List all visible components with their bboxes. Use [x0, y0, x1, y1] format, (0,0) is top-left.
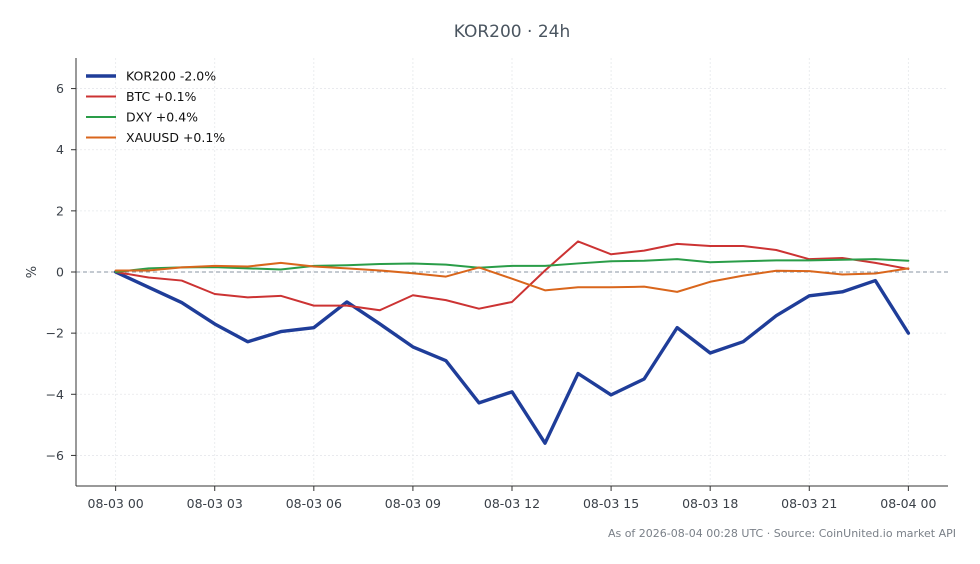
footer-source: As of 2026-08-04 00:28 UTC · Source: Coi…: [608, 527, 956, 540]
series-line-0: [113, 270, 911, 445]
x-axis-ticks: 08-03 00 08-03 03 08-03 06 08-03 09 08-03 12…: [88, 486, 937, 511]
x-tick-label-7: 08-03 21: [781, 496, 837, 511]
x-tick-label-0: 08-03 00: [88, 496, 144, 511]
x-tick-label-2: 08-03 06: [286, 496, 342, 511]
y-tick-label-0: −6: [46, 448, 64, 463]
legend: KOR200 -2.0% BTC +0.1% DXY +0.4% XAUUSD +0.…: [86, 69, 225, 145]
x-tick-label-4: 08-03 12: [484, 496, 540, 511]
series-line-3: [114, 261, 910, 293]
legend-label-2: DXY +0.4%: [126, 110, 198, 125]
y-tick-label-5: 4: [56, 142, 64, 157]
legend-label-3: XAUUSD +0.1%: [126, 130, 225, 145]
legend-label-1: BTC +0.1%: [126, 89, 197, 104]
series-line-2: [114, 258, 910, 273]
y-tick-label-3: 0: [56, 265, 64, 280]
y-axis-label: %: [25, 266, 40, 278]
y-tick-label-4: 2: [56, 203, 64, 218]
x-tick-label-1: 08-03 03: [187, 496, 243, 511]
x-tick-label-6: 08-03 18: [682, 496, 738, 511]
y-axis-ticks: −6 −4 −2 0 2 4 6: [46, 81, 76, 463]
x-tick-label-3: 08-03 09: [385, 496, 441, 511]
legend-label-0: KOR200 -2.0%: [126, 69, 216, 84]
series-line-1: [114, 240, 910, 312]
chart-title: KOR200 · 24h: [454, 22, 570, 42]
x-tick-label-5: 08-03 15: [583, 496, 639, 511]
y-tick-label-6: 6: [56, 81, 64, 96]
y-tick-label-1: −4: [46, 387, 64, 402]
x-tick-label-8: 08-04 00: [880, 496, 936, 511]
series-layer: [113, 240, 911, 445]
y-tick-label-2: −2: [46, 326, 64, 341]
